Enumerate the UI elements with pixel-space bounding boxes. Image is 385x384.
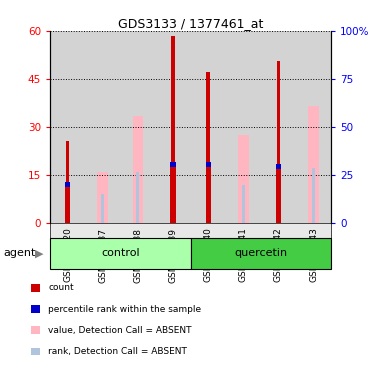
Bar [101,194,104,223]
Bar [171,162,176,223]
Bar [308,106,319,223]
Text: control: control [101,248,140,258]
Text: count: count [48,283,74,293]
Bar [276,164,281,223]
Bar [65,187,70,223]
Bar [191,31,226,223]
Bar [85,31,120,223]
Bar [97,172,108,223]
Title: GDS3133 / 1377461_at: GDS3133 / 1377461_at [118,17,263,30]
Text: agent: agent [4,248,36,258]
Text: ▶: ▶ [35,248,43,258]
Bar [206,167,211,223]
Bar [276,169,281,223]
Bar [171,167,176,223]
Bar [121,31,156,223]
Bar [296,31,331,223]
Bar [136,172,139,223]
Bar [171,36,175,223]
Text: percentile rank within the sample: percentile rank within the sample [48,305,201,314]
Bar [50,31,85,223]
Bar [206,72,210,223]
Bar [238,135,249,223]
Bar [66,141,69,223]
Bar [312,168,315,223]
Text: quercetin: quercetin [234,248,287,258]
Bar [132,116,143,223]
Bar [65,182,70,223]
Bar [156,31,191,223]
Text: value, Detection Call = ABSENT: value, Detection Call = ABSENT [48,326,192,335]
Text: rank, Detection Call = ABSENT: rank, Detection Call = ABSENT [48,347,187,356]
Bar [277,61,280,223]
Bar [261,31,296,223]
Bar [206,162,211,223]
Bar [226,31,261,223]
Bar [242,185,245,223]
